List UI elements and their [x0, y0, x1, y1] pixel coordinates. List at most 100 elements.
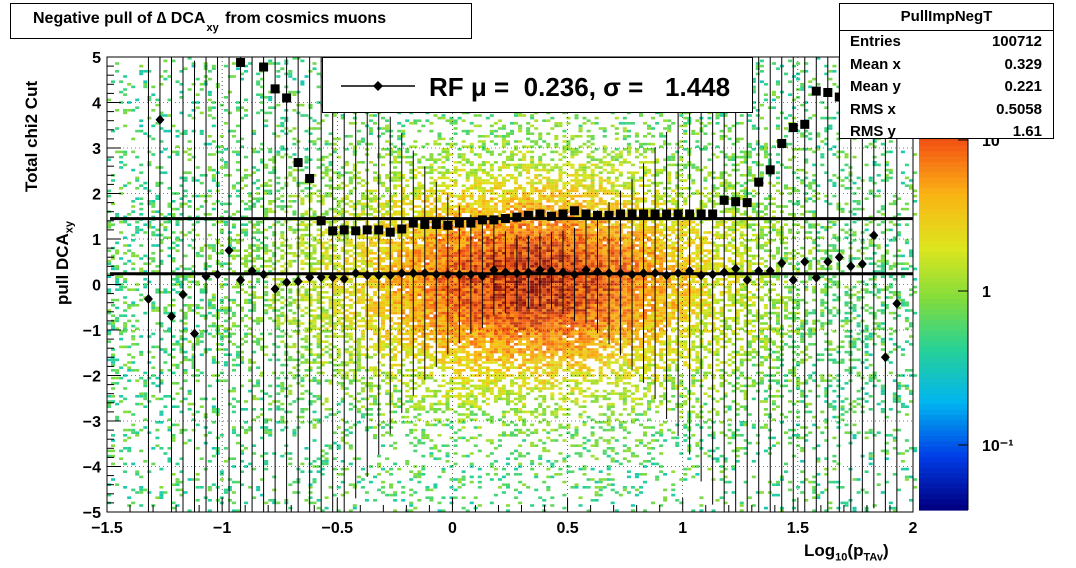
- heatmap-cell: [602, 135, 607, 138]
- heatmap-cell: [554, 231, 559, 234]
- heatmap-cell: [514, 114, 519, 117]
- heatmap-cell: [465, 252, 470, 255]
- heatmap-cell: [264, 111, 269, 115]
- heatmap-cell: [578, 220, 583, 224]
- heatmap-cell: [344, 197, 349, 200]
- heatmap-cell: [558, 124, 563, 128]
- heatmap-cell: [401, 244, 406, 247]
- heatmap-cell: [643, 192, 648, 195]
- heatmap-cell: [804, 101, 809, 104]
- heatmap-cell: [626, 145, 631, 148]
- heatmap-cell: [240, 145, 245, 148]
- heatmap-cell: [614, 184, 619, 187]
- heatmap-cell: [506, 135, 511, 138]
- heatmap-cell: [131, 150, 136, 154]
- heatmap-cell: [368, 192, 373, 195]
- heatmap-cell: [538, 192, 543, 195]
- heatmap-cell: [586, 257, 591, 260]
- heatmap-cell: [683, 179, 688, 182]
- heatmap-cell: [429, 244, 434, 247]
- heatmap-cell: [864, 246, 869, 250]
- heatmap-cell: [489, 223, 494, 226]
- heatmap-cell: [776, 124, 781, 128]
- heatmap-cell: [707, 249, 712, 252]
- heatmap-cell: [272, 166, 277, 169]
- heatmap-cell: [187, 205, 192, 208]
- heatmap-cell: [328, 239, 333, 242]
- heatmap-cell: [389, 207, 394, 211]
- heatmap-cell: [316, 137, 321, 141]
- heatmap-cell: [755, 153, 760, 156]
- heatmap-cell: [614, 220, 619, 224]
- heatmap-cell: [574, 187, 579, 190]
- heatmap-cell: [252, 226, 257, 229]
- heatmap-cell: [530, 226, 535, 229]
- heatmap-cell: [711, 200, 716, 203]
- heatmap-cell: [159, 127, 164, 130]
- heatmap-cell: [477, 236, 482, 239]
- heatmap-cell: [510, 241, 515, 245]
- heatmap-cell: [679, 179, 684, 182]
- heatmap-cell: [429, 246, 434, 250]
- heatmap-cell: [207, 93, 212, 96]
- heatmap-cell: [252, 257, 257, 260]
- heatmap-cell: [336, 231, 341, 234]
- heatmap-cell: [187, 148, 192, 151]
- heatmap-cell: [155, 228, 160, 232]
- heatmap-cell: [352, 215, 357, 219]
- heatmap-cell: [461, 233, 466, 237]
- heatmap-cell: [441, 246, 446, 250]
- heatmap-cell: [751, 179, 756, 182]
- heatmap-cell: [501, 163, 506, 167]
- heatmap-cell: [344, 233, 349, 237]
- heatmap-cell: [135, 231, 140, 234]
- heatmap-cell: [647, 226, 652, 229]
- heatmap-cell: [671, 207, 676, 211]
- heatmap-cell: [324, 254, 329, 258]
- heatmap-cell: [276, 197, 281, 200]
- heatmap-cell: [574, 135, 579, 138]
- heatmap-cell: [667, 239, 672, 242]
- heatmap-cell: [634, 252, 639, 255]
- heatmap-cell: [651, 233, 656, 237]
- heatmap-cell: [501, 179, 506, 182]
- heatmap-cell: [276, 70, 281, 73]
- heatmap-cell: [441, 210, 446, 213]
- heatmap-cell: [647, 161, 652, 164]
- heatmap-cell: [506, 254, 511, 258]
- heatmap-cell: [497, 231, 502, 234]
- heatmap-cell: [606, 161, 611, 164]
- heatmap-cell: [659, 252, 664, 255]
- heatmap-cell: [667, 200, 672, 203]
- heatmap-cell: [489, 181, 494, 185]
- heatmap-cell: [667, 181, 672, 185]
- heatmap-cell: [167, 246, 172, 250]
- heatmap-cell: [582, 176, 587, 180]
- heatmap-cell: [356, 244, 361, 247]
- heatmap-cell: [381, 233, 386, 237]
- heatmap-cell: [417, 119, 422, 122]
- heatmap-cell: [385, 223, 390, 226]
- heatmap-cell: [796, 202, 801, 206]
- heatmap-cell: [574, 153, 579, 156]
- heatmap-cell: [542, 197, 547, 200]
- heatmap-cell: [385, 129, 390, 133]
- heatmap-cell: [554, 179, 559, 182]
- heatmap-cell: [546, 228, 551, 232]
- heatmap-cell: [743, 244, 748, 247]
- heatmap-cell: [691, 239, 696, 242]
- heatmap-cell: [526, 181, 531, 185]
- heatmap-cell: [590, 241, 595, 245]
- heatmap-cell: [582, 241, 587, 245]
- heatmap-cell: [659, 254, 664, 258]
- heatmap-cell: [836, 202, 841, 206]
- heatmap-cell: [413, 168, 418, 172]
- heatmap-cell: [574, 114, 579, 117]
- heatmap-cell: [771, 98, 776, 102]
- heatmap-cell: [409, 200, 414, 203]
- heatmap-cell: [731, 239, 736, 242]
- heatmap-cell: [324, 228, 329, 232]
- heatmap-cell: [260, 142, 265, 146]
- heatmap-cell: [856, 202, 861, 206]
- heatmap-cell: [675, 228, 680, 232]
